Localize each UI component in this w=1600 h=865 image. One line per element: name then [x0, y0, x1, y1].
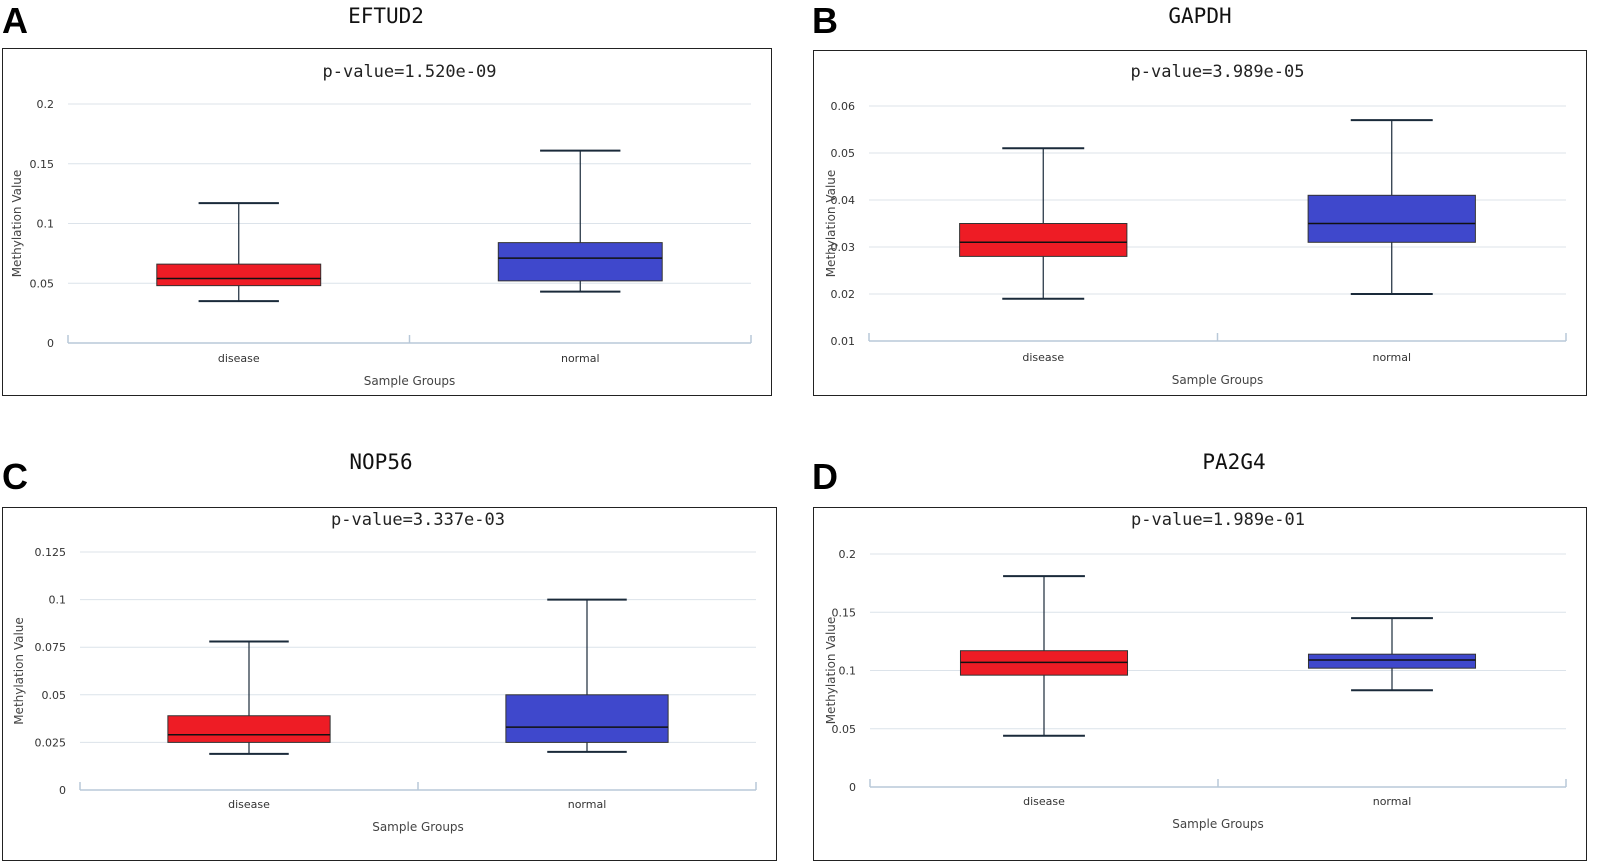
y-axis-label: Methylation Value	[824, 617, 838, 725]
y-tick-label: 0	[47, 337, 54, 350]
y-tick-label: 0.03	[831, 241, 856, 254]
panel-letter-c: C	[2, 456, 28, 497]
chart-frame-b: p-value=3.989e-05 0.01 0.02 0.03 0.04 0.05 0.0…	[813, 50, 1587, 396]
normal-box	[497, 242, 663, 282]
x-axis-label: Sample Groups	[1172, 817, 1264, 831]
y-tick-label: 0.06	[831, 100, 856, 113]
gene-title-c: NOP56	[349, 450, 413, 474]
y-axis-label: Methylation Value	[10, 170, 24, 278]
category-label-disease: disease	[1022, 351, 1064, 364]
y-tick-label: 0.05	[42, 689, 67, 702]
y-tick-label: 0.05	[832, 723, 857, 736]
pvalue-label: p-value=1.989e-01	[1131, 510, 1305, 530]
y-tick-label: 0.1	[839, 665, 857, 678]
boxplot-svg: p-value=1.989e-01 0 0.05 0.1 0.15 0.2 Methylat…	[824, 510, 1567, 831]
y-tick-label: 0	[59, 784, 66, 797]
chart-frame-d: p-value=1.989e-01 0 0.05 0.1 0.15 0.2 Methylat…	[813, 507, 1587, 861]
category-label-disease: disease	[228, 798, 270, 811]
x-axis-label: Sample Groups	[364, 374, 456, 388]
y-tick-label: 0.1	[49, 594, 67, 607]
category-label-normal: normal	[1373, 795, 1412, 808]
panel-letter-a: A	[2, 0, 28, 41]
disease-box	[959, 223, 1128, 257]
y-tick-label: 0.05	[831, 147, 856, 160]
pvalue-label: p-value=1.520e-09	[323, 62, 497, 82]
disease-box	[167, 715, 331, 743]
normal-box	[505, 694, 669, 743]
chart-frame-a: p-value=1.520e-09 0 0.05 0.1 0.15 0.2 Methylat…	[2, 48, 772, 396]
category-label-normal: normal	[568, 798, 607, 811]
x-axis-label: Sample Groups	[372, 820, 464, 834]
y-axis-label: Methylation Value	[12, 617, 26, 725]
y-tick-label: 0.075	[35, 641, 67, 654]
gene-title-b: GAPDH	[1168, 4, 1232, 28]
y-tick-label: 0	[849, 781, 856, 794]
y-tick-label: 0.025	[35, 736, 67, 749]
chart-frame-c: p-value=3.337e-03 0 0.025 0.05 0.075 0.1 0.125…	[2, 507, 777, 861]
y-axis-label: Methylation Value	[824, 170, 838, 278]
pvalue-label: p-value=3.989e-05	[1131, 62, 1305, 82]
pvalue-label: p-value=3.337e-03	[331, 510, 505, 530]
normal-box	[1307, 194, 1476, 243]
y-tick-label: 0.05	[30, 277, 55, 290]
panel-letter-b: B	[812, 0, 838, 41]
gene-title-a: EFTUD2	[348, 4, 424, 28]
boxplot-svg: p-value=3.989e-05 0.01 0.02 0.03 0.04 0.05 0.0…	[824, 62, 1567, 387]
y-tick-label: 0.15	[832, 606, 857, 619]
y-tick-label: 0.01	[831, 335, 856, 348]
disease-box	[156, 263, 322, 287]
gene-title-d: PA2G4	[1202, 450, 1266, 474]
normal-box	[1307, 653, 1477, 669]
y-tick-label: 0.1	[37, 218, 55, 231]
x-axis-label: Sample Groups	[1172, 373, 1264, 387]
category-label-disease: disease	[1023, 795, 1065, 808]
y-tick-label: 0.02	[831, 288, 856, 301]
category-label-disease: disease	[218, 352, 260, 365]
y-tick-label: 0.2	[839, 548, 857, 561]
category-label-normal: normal	[561, 352, 600, 365]
y-tick-label: 0.2	[37, 98, 55, 111]
y-tick-label: 0.125	[35, 546, 67, 559]
y-tick-label: 0.15	[30, 158, 55, 171]
boxplot-svg: p-value=3.337e-03 0 0.025 0.05 0.075 0.1 0.125…	[12, 510, 757, 834]
category-label-normal: normal	[1372, 351, 1411, 364]
boxplot-svg: p-value=1.520e-09 0 0.05 0.1 0.15 0.2 Methylat…	[10, 62, 752, 388]
y-tick-label: 0.04	[831, 194, 856, 207]
panel-letter-d: D	[812, 456, 838, 497]
